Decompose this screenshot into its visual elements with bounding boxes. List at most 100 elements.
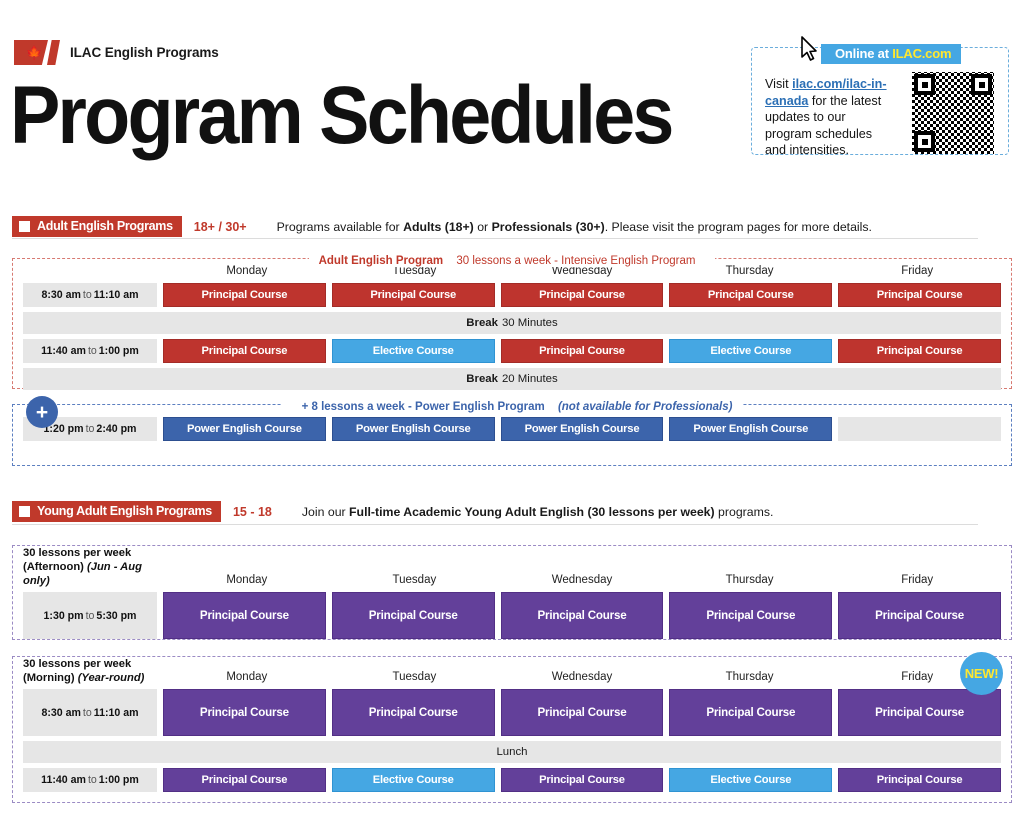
course-cell[interactable]: Elective Course <box>669 339 833 363</box>
course-cell[interactable]: Principal Course <box>838 768 1001 792</box>
course-cell[interactable]: Principal Course <box>331 689 495 736</box>
brand-row: 🍁 ILAC English Programs <box>14 40 219 65</box>
time-end: 1:00 pm <box>98 774 139 786</box>
adult-card-title: Adult English Program 30 lessons a week … <box>13 251 1011 269</box>
ya-afternoon-label: 30 lessons per week (Afternoon) (Jun - A… <box>23 546 163 592</box>
course-cell[interactable]: Principal Course <box>331 283 495 307</box>
young-adult-afternoon-card: 30 lessons per week (Afternoon) (Jun - A… <box>12 545 1012 640</box>
course-cell[interactable]: Power English Course <box>331 417 495 441</box>
course-cell[interactable]: Principal Course <box>331 592 495 639</box>
ya-morning-header: 30 lessons per week (Morning) (Year-roun… <box>13 657 1011 689</box>
course-cell[interactable]: Principal Course <box>163 283 326 307</box>
course-cell[interactable]: Principal Course <box>838 283 1001 307</box>
note-part: Programs available for <box>276 219 404 234</box>
break-row: Break 30 Minutes <box>23 312 1001 334</box>
time-end: 2:40 pm <box>96 423 137 435</box>
time-sep: to <box>85 609 95 622</box>
day-header-wednesday: Wednesday <box>551 574 613 586</box>
mouse-pointer-icon <box>801 36 817 61</box>
qr-code-icon <box>912 72 994 154</box>
course-cell[interactable]: Power English Course <box>163 417 326 441</box>
ya-label-italic: (Jun - Aug only) <box>23 561 142 587</box>
time-sep: to <box>87 345 97 357</box>
callout-body-after: for the latest updates to our program sc… <box>765 93 882 158</box>
course-cell[interactable]: Principal Course <box>163 592 326 639</box>
course-cell[interactable]: Principal Course <box>500 592 664 639</box>
square-icon <box>19 505 30 517</box>
course-cell[interactable]: Power English Course <box>500 417 664 441</box>
ilac-canada-link[interactable]: ilac.com/ilac-in-canada <box>765 77 887 108</box>
time-cell: 8:30 am to 11:10 am <box>23 283 157 307</box>
day-header-friday: Friday <box>901 671 934 683</box>
page-title: Program Schedules <box>10 70 674 161</box>
section-age-young-adult: 15 - 18 <box>232 504 272 519</box>
section-divider <box>12 524 978 525</box>
day-header-tuesday: Tuesday <box>392 574 437 586</box>
break-label: Break <box>466 373 498 385</box>
break-duration: 30 Minutes <box>501 317 558 329</box>
note-part: Join our <box>301 504 350 519</box>
time-end: 5:30 pm <box>96 609 137 622</box>
day-header-monday: Monday <box>226 574 268 586</box>
day-header-tuesday: Tuesday <box>392 265 437 277</box>
course-cell[interactable]: Elective Course <box>331 768 495 792</box>
course-cell[interactable]: Principal Course <box>838 339 1001 363</box>
ya-label-line2: (Afternoon) <box>23 561 88 573</box>
break-row: Break 20 Minutes <box>23 368 1001 390</box>
course-cell[interactable]: Principal Course <box>500 339 664 363</box>
note-part-bold: Professionals (30+) <box>491 219 605 234</box>
young-adult-morning-card: 30 lessons per week (Morning) (Year-roun… <box>12 656 1012 803</box>
time-start: 1:30 pm <box>43 609 84 622</box>
time-cell: 11:40 am to 1:00 pm <box>23 339 157 363</box>
time-start: 11:40 am <box>41 774 86 786</box>
note-part-bold: Adults (18+) <box>403 219 474 234</box>
day-header-monday: Monday <box>226 265 268 277</box>
adult-day-headers: Monday Tuesday Wednesday Thursday Friday <box>13 259 1011 283</box>
power-card-title-italic: (not available for Professionals) <box>557 401 733 413</box>
course-cell[interactable]: Principal Course <box>838 689 1001 736</box>
course-cell[interactable]: Principal Course <box>669 592 833 639</box>
new-badge: NEW! <box>960 652 1003 695</box>
callout-header-prefix: Online at <box>835 46 893 61</box>
day-header-friday: Friday <box>901 265 934 277</box>
table-row: 11:40 am to 1:00 pm Principal Course Elect… <box>13 339 1011 368</box>
course-cell[interactable]: Elective Course <box>669 768 833 792</box>
table-row: 8:30 am to 11:10 am Principal Course Princ… <box>13 283 1011 312</box>
course-cell[interactable]: Principal Course <box>669 283 833 307</box>
canada-flag-icon: 🍁 <box>14 40 60 65</box>
time-end: 11:10 am <box>93 289 139 301</box>
time-cell: 8:30 am to 11:10 am <box>23 689 157 736</box>
day-header-thursday: Thursday <box>725 574 774 586</box>
course-cell[interactable]: Principal Course <box>163 689 326 736</box>
table-row: 8:30 am to 11:10 am Principal Course Princ… <box>13 689 1011 741</box>
time-end: 11:10 am <box>93 706 139 719</box>
day-header-wednesday: Wednesday <box>551 671 613 683</box>
course-cell[interactable]: Principal Course <box>838 592 1001 639</box>
time-sep: to <box>87 774 97 786</box>
power-card-title: + 8 lessons a week - Power English Progr… <box>13 397 1011 415</box>
course-cell[interactable]: Principal Course <box>163 339 326 363</box>
day-header-thursday: Thursday <box>725 265 774 277</box>
course-cell[interactable]: Principal Course <box>500 768 664 792</box>
course-cell-empty <box>838 417 1001 441</box>
course-cell[interactable]: Principal Course <box>500 283 664 307</box>
course-cell[interactable]: Power English Course <box>669 417 833 441</box>
course-cell[interactable]: Elective Course <box>331 339 495 363</box>
section-age-adult: 18+ / 30+ <box>193 219 247 234</box>
lunch-row: Lunch <box>23 741 1001 763</box>
course-cell[interactable]: Principal Course <box>163 768 326 792</box>
note-part: . Please visit the program pages for mor… <box>604 219 872 234</box>
note-part-bold: Full-time Academic Young Adult English (… <box>349 504 715 519</box>
ya-morning-label: 30 lessons per week (Morning) (Year-roun… <box>23 657 163 689</box>
ya-label-line1: 30 lessons per week <box>23 547 132 559</box>
day-header-thursday: Thursday <box>725 671 774 683</box>
note-part: or <box>473 219 492 234</box>
course-cell[interactable]: Principal Course <box>669 689 833 736</box>
add-power-english-badge[interactable]: + <box>26 396 58 428</box>
section-badge-label: Adult English Programs <box>37 219 173 233</box>
course-cell[interactable]: Principal Course <box>500 689 664 736</box>
adult-card-title-rest: 30 lessons a week - Intensive English Pr… <box>443 255 706 267</box>
section-note-adult: Programs available for Adults (18+) or P… <box>277 220 872 234</box>
ya-afternoon-header: 30 lessons per week (Afternoon) (Jun - A… <box>13 546 1011 592</box>
section-badge-young-adult: Young Adult English Programs <box>12 501 221 522</box>
